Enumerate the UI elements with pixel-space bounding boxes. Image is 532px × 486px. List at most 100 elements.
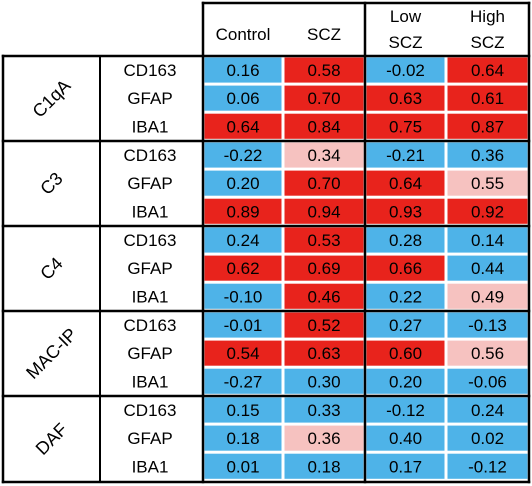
cell-value-label: 0.14 (471, 231, 504, 250)
cell-value-label: 0.52 (307, 316, 340, 335)
row-label: IBA1 (132, 457, 169, 476)
heatmap-cell (204, 85, 282, 111)
heatmap-cell (366, 198, 445, 224)
heatmap-cell (204, 453, 282, 479)
heatmap-cell (366, 85, 445, 111)
cell-value-label: 0.27 (389, 316, 422, 335)
heatmap-cell (366, 142, 445, 168)
row-label: IBA1 (132, 117, 169, 136)
cell-value-label: 0.64 (471, 61, 504, 80)
row-label: IBA1 (132, 372, 169, 391)
cell-value-label: -0.12 (468, 457, 507, 476)
heatmap-cell (366, 255, 445, 281)
column-header-label: SCZ (389, 33, 423, 52)
heatmap-cell (447, 198, 528, 224)
heatmap-cell (447, 85, 528, 111)
cell-value-label: 0.56 (471, 344, 504, 363)
heatmap-cell (447, 368, 528, 394)
heatmap-cell (204, 227, 282, 253)
heatmap-cell (366, 312, 445, 338)
heatmap-cell (447, 255, 528, 281)
heatmap-cell (204, 425, 282, 451)
cell-value-label: 0.06 (226, 89, 259, 108)
heatmap-cell (284, 425, 364, 451)
heatmap-cell (204, 113, 282, 139)
cell-value-label: 0.63 (389, 89, 422, 108)
heatmap-cell (204, 198, 282, 224)
heatmap-cell (204, 312, 282, 338)
cell-value-label: 0.24 (226, 231, 259, 250)
cell-value-label: 0.20 (226, 174, 259, 193)
cell-value-label: -0.06 (468, 372, 507, 391)
heatmap-cell (284, 142, 364, 168)
cell-value-label: 0.18 (307, 457, 340, 476)
heatmap-cell (366, 227, 445, 253)
row-label: CD163 (124, 401, 177, 420)
cell-value-label: 0.36 (307, 429, 340, 448)
cell-value-label: 0.28 (389, 231, 422, 250)
heatmap-cell (204, 57, 282, 83)
heatmap-cell (204, 368, 282, 394)
cell-value-label: 0.63 (307, 344, 340, 363)
cell-value-label: 0.62 (226, 259, 259, 278)
cell-value-label: 0.94 (307, 202, 340, 221)
cell-value-label: 0.92 (471, 202, 504, 221)
heatmap-cell (284, 57, 364, 83)
cell-value-label: 0.64 (389, 174, 422, 193)
heatmap-cell (284, 283, 364, 309)
heatmap-cell (204, 283, 282, 309)
row-label: IBA1 (132, 287, 169, 306)
row-label: GFAP (127, 429, 172, 448)
column-header-label: Control (216, 25, 271, 44)
row-label: CD163 (124, 146, 177, 165)
heatmap-cell (284, 312, 364, 338)
cell-value-label: -0.12 (386, 401, 425, 420)
cell-value-label: 0.70 (307, 89, 340, 108)
cell-value-label: 0.36 (471, 146, 504, 165)
cell-value-label: -0.10 (224, 287, 263, 306)
heatmap-cell (447, 453, 528, 479)
row-label: CD163 (124, 61, 177, 80)
heatmap-cell (204, 142, 282, 168)
heatmap-cell (284, 85, 364, 111)
cell-value-label: 0.64 (226, 117, 259, 136)
heatmap-cell (447, 113, 528, 139)
heatmap-cell (284, 340, 364, 366)
heatmap-cell (284, 227, 364, 253)
column-header-label: High (470, 7, 505, 26)
cell-value-label: 0.75 (389, 117, 422, 136)
column-header-label: SCZ (471, 33, 505, 52)
heatmap-cell (366, 57, 445, 83)
cell-value-label: 0.34 (307, 146, 340, 165)
cell-value-label: 0.53 (307, 231, 340, 250)
row-label: CD163 (124, 231, 177, 250)
row-label: GFAP (127, 259, 172, 278)
heatmap-cell (366, 397, 445, 423)
cell-value-label: 0.30 (307, 372, 340, 391)
cell-value-label: 0.69 (307, 259, 340, 278)
cell-value-label: 0.66 (389, 259, 422, 278)
heatmap-cell (204, 340, 282, 366)
heatmap-cell (447, 397, 528, 423)
cell-value-label: 0.22 (389, 287, 422, 306)
heatmap-cell (447, 425, 528, 451)
cell-value-label: 0.44 (471, 259, 504, 278)
heatmap-cell (447, 340, 528, 366)
heatmap-cell (284, 198, 364, 224)
cell-value-label: 0.60 (389, 344, 422, 363)
cell-value-label: -0.13 (468, 316, 507, 335)
heatmap-cell (447, 142, 528, 168)
cell-value-label: 0.58 (307, 61, 340, 80)
cell-value-label: 0.18 (226, 429, 259, 448)
cell-value-label: 0.24 (471, 401, 504, 420)
heatmap-cell (284, 170, 364, 196)
heatmap-cell (447, 170, 528, 196)
heatmap-cell (366, 453, 445, 479)
cell-value-label: 0.01 (226, 457, 259, 476)
row-label: CD163 (124, 316, 177, 335)
heatmap-cell (447, 227, 528, 253)
row-label: GFAP (127, 89, 172, 108)
heatmap-cell (204, 397, 282, 423)
heatmap-cell (284, 255, 364, 281)
